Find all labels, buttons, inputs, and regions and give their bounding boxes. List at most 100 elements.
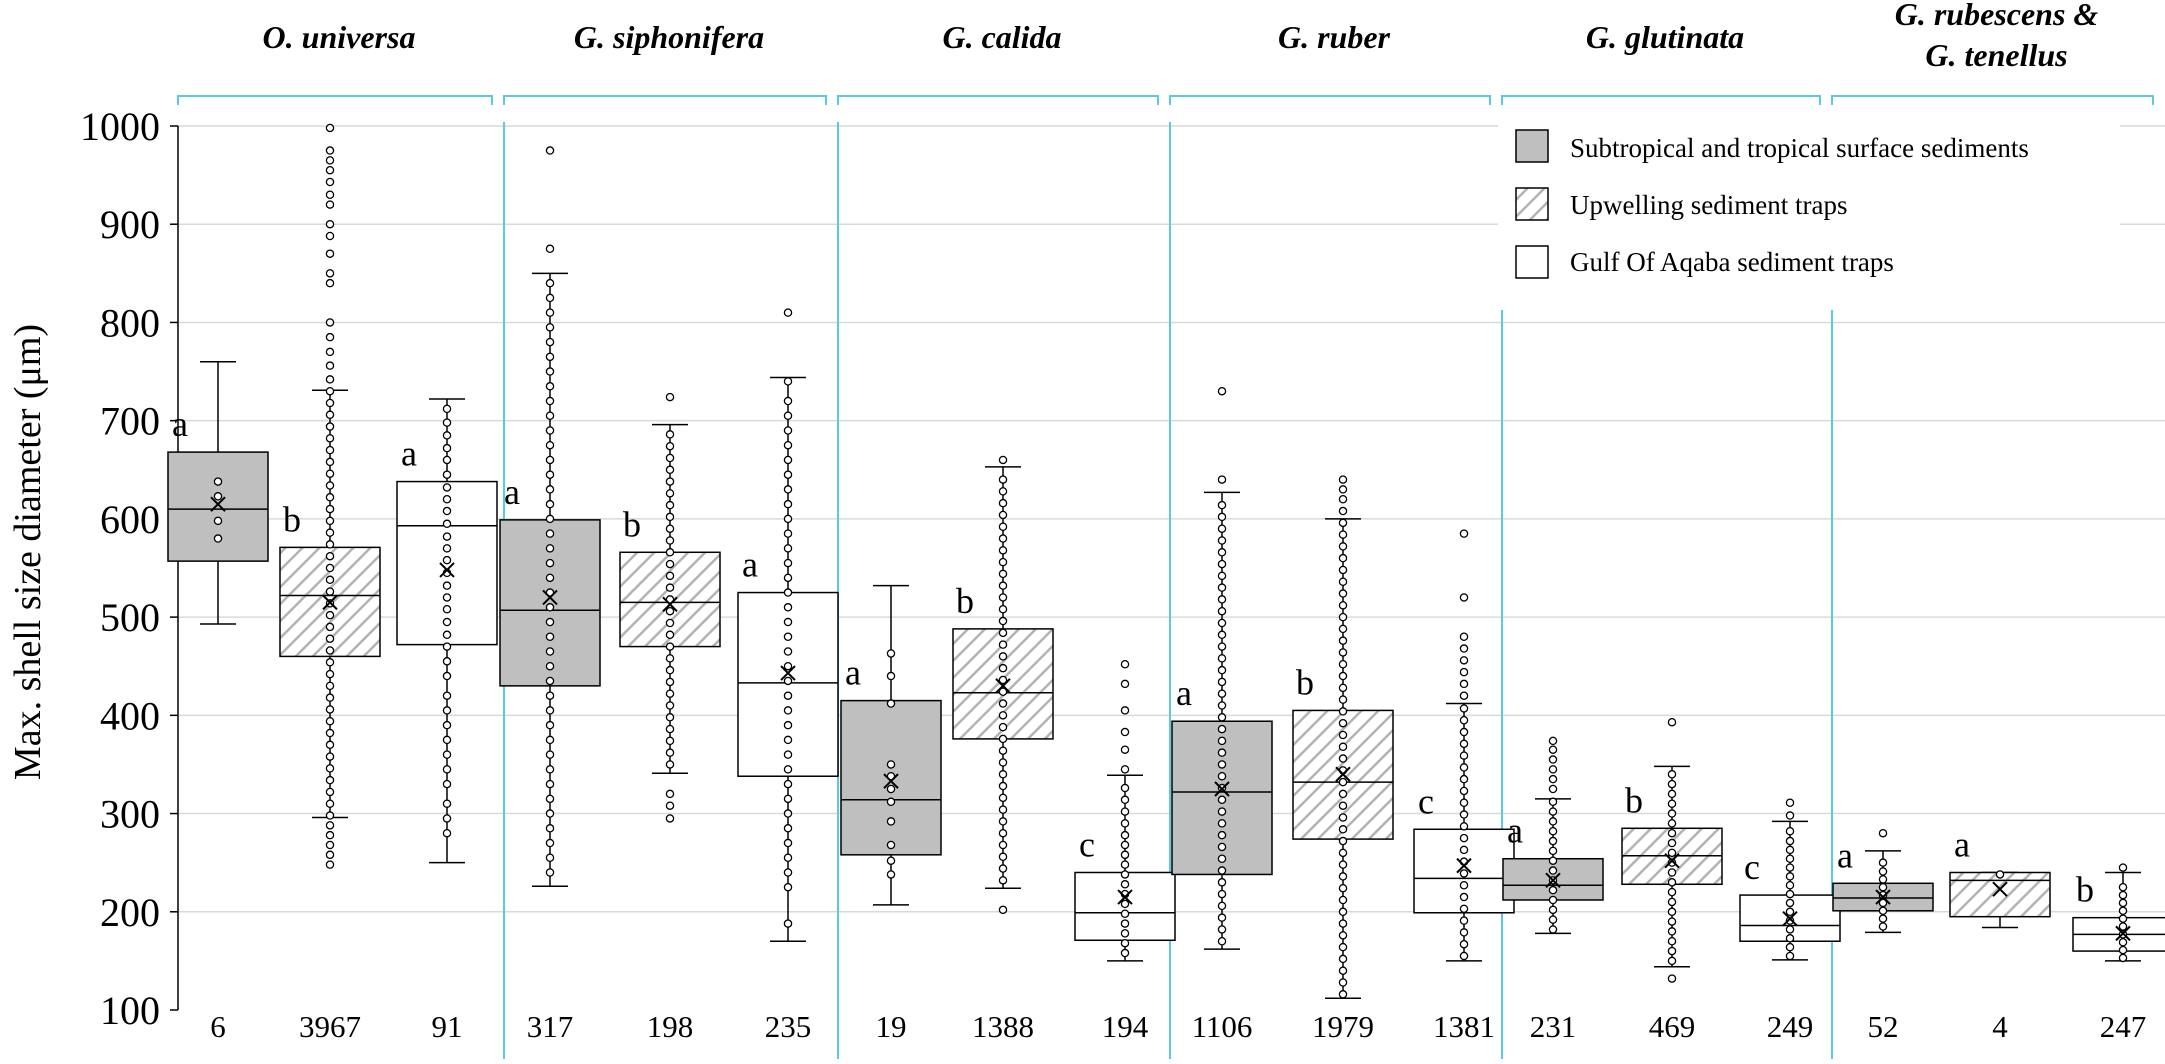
group-name: O. universa	[263, 19, 416, 55]
data-point	[1785, 889, 1795, 899]
sample-count-label: 198	[647, 1009, 694, 1044]
data-point	[1217, 842, 1227, 852]
data-point	[1217, 878, 1227, 887]
data-point	[325, 540, 335, 549]
data-point	[1338, 707, 1348, 716]
data-point	[1120, 795, 1130, 805]
data-point	[998, 905, 1008, 915]
data-point	[998, 569, 1008, 579]
data-point	[665, 677, 675, 687]
data-point	[886, 699, 896, 708]
data-point	[442, 555, 452, 565]
data-point	[1120, 938, 1130, 948]
data-point	[783, 661, 793, 671]
data-point	[665, 441, 675, 451]
data-point	[545, 824, 555, 833]
data-point	[545, 765, 555, 774]
data-point	[442, 470, 452, 479]
data-point	[545, 529, 555, 538]
data-point	[1878, 867, 1888, 876]
data-point	[325, 269, 335, 278]
significance-letter: a	[1176, 673, 1192, 713]
mean-marker	[542, 589, 558, 606]
data-point	[545, 440, 555, 450]
data-point	[1338, 942, 1348, 952]
data-point	[1459, 951, 1469, 961]
significance-letter: a	[504, 472, 520, 512]
box-plot: b 1388	[952, 455, 1054, 1044]
data-point	[325, 219, 335, 229]
data-point	[1217, 724, 1227, 734]
sample-count-label: 19	[876, 1009, 907, 1044]
data-point	[1995, 870, 2005, 879]
sample-count-label: 1979	[1312, 1009, 1374, 1044]
data-point	[1667, 936, 1677, 946]
group-name: G. glutinata	[1586, 19, 1744, 55]
data-point	[783, 735, 793, 745]
data-point	[1120, 819, 1130, 828]
data-point	[1338, 612, 1348, 622]
data-point	[1667, 907, 1677, 917]
data-point	[665, 583, 675, 592]
data-point	[1338, 494, 1348, 504]
data-point	[1667, 868, 1677, 877]
data-point	[783, 750, 793, 759]
group-bracket	[177, 95, 493, 105]
data-point	[1667, 828, 1677, 838]
data-point	[1120, 860, 1130, 869]
legend: Subtropical and tropical surface sedimen…	[1498, 116, 2120, 302]
data-point	[1459, 751, 1469, 760]
data-point	[1217, 807, 1227, 816]
data-point	[1459, 593, 1469, 602]
sample-count-label: 231	[1530, 1009, 1577, 1044]
data-point	[665, 453, 675, 463]
data-point	[998, 876, 1008, 885]
data-point	[213, 516, 223, 526]
data-point	[783, 882, 793, 892]
significance-letter: a	[1954, 824, 1970, 864]
data-point	[213, 534, 223, 543]
legend-background	[1498, 116, 2120, 302]
data-point	[665, 392, 675, 402]
data-point	[886, 784, 896, 794]
data-point	[665, 571, 675, 581]
data-point	[1459, 916, 1469, 925]
data-point	[1459, 739, 1469, 749]
data-point	[998, 828, 1008, 838]
data-point	[1878, 858, 1888, 867]
data-point	[1878, 922, 1888, 931]
data-point	[442, 706, 452, 715]
data-point	[1459, 822, 1469, 831]
data-point	[783, 440, 793, 450]
data-point	[998, 675, 1008, 685]
data-point	[1459, 786, 1469, 796]
data-point	[783, 308, 793, 317]
data-point	[998, 793, 1008, 803]
data-point	[1459, 833, 1469, 843]
data-point	[545, 352, 555, 362]
data-point	[1217, 701, 1227, 710]
data-point	[442, 544, 452, 553]
data-point	[545, 720, 555, 730]
box-plot: a 91	[396, 398, 498, 1044]
data-point	[1338, 836, 1348, 846]
data-point	[325, 575, 335, 585]
data-point	[442, 483, 452, 492]
data-point	[998, 628, 1008, 638]
data-point	[783, 853, 793, 863]
sample-count-label: 317	[527, 1009, 574, 1044]
y-tick-label: 400	[100, 693, 160, 738]
data-point	[1217, 913, 1227, 922]
data-point	[665, 654, 675, 663]
data-point	[783, 485, 793, 494]
data-point	[783, 676, 793, 686]
data-point	[545, 661, 555, 671]
mean-marker	[322, 594, 338, 611]
data-point	[783, 426, 793, 435]
group-name: G. calida	[942, 19, 1061, 55]
sample-count-label: 1381	[1433, 1009, 1495, 1044]
sample-count-label: 4	[1992, 1009, 2008, 1044]
data-point	[1217, 618, 1227, 628]
data-point	[1667, 956, 1677, 966]
